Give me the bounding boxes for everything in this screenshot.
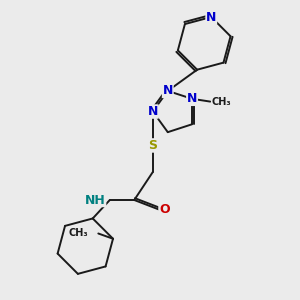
Text: CH₃: CH₃ (212, 97, 231, 106)
Text: N: N (163, 84, 173, 98)
Text: CH₃: CH₃ (69, 229, 88, 238)
Text: N: N (148, 105, 158, 118)
Text: S: S (148, 139, 157, 152)
Text: O: O (159, 203, 169, 216)
Text: N: N (187, 92, 197, 105)
Text: N: N (206, 11, 216, 23)
Text: NH: NH (85, 194, 106, 206)
